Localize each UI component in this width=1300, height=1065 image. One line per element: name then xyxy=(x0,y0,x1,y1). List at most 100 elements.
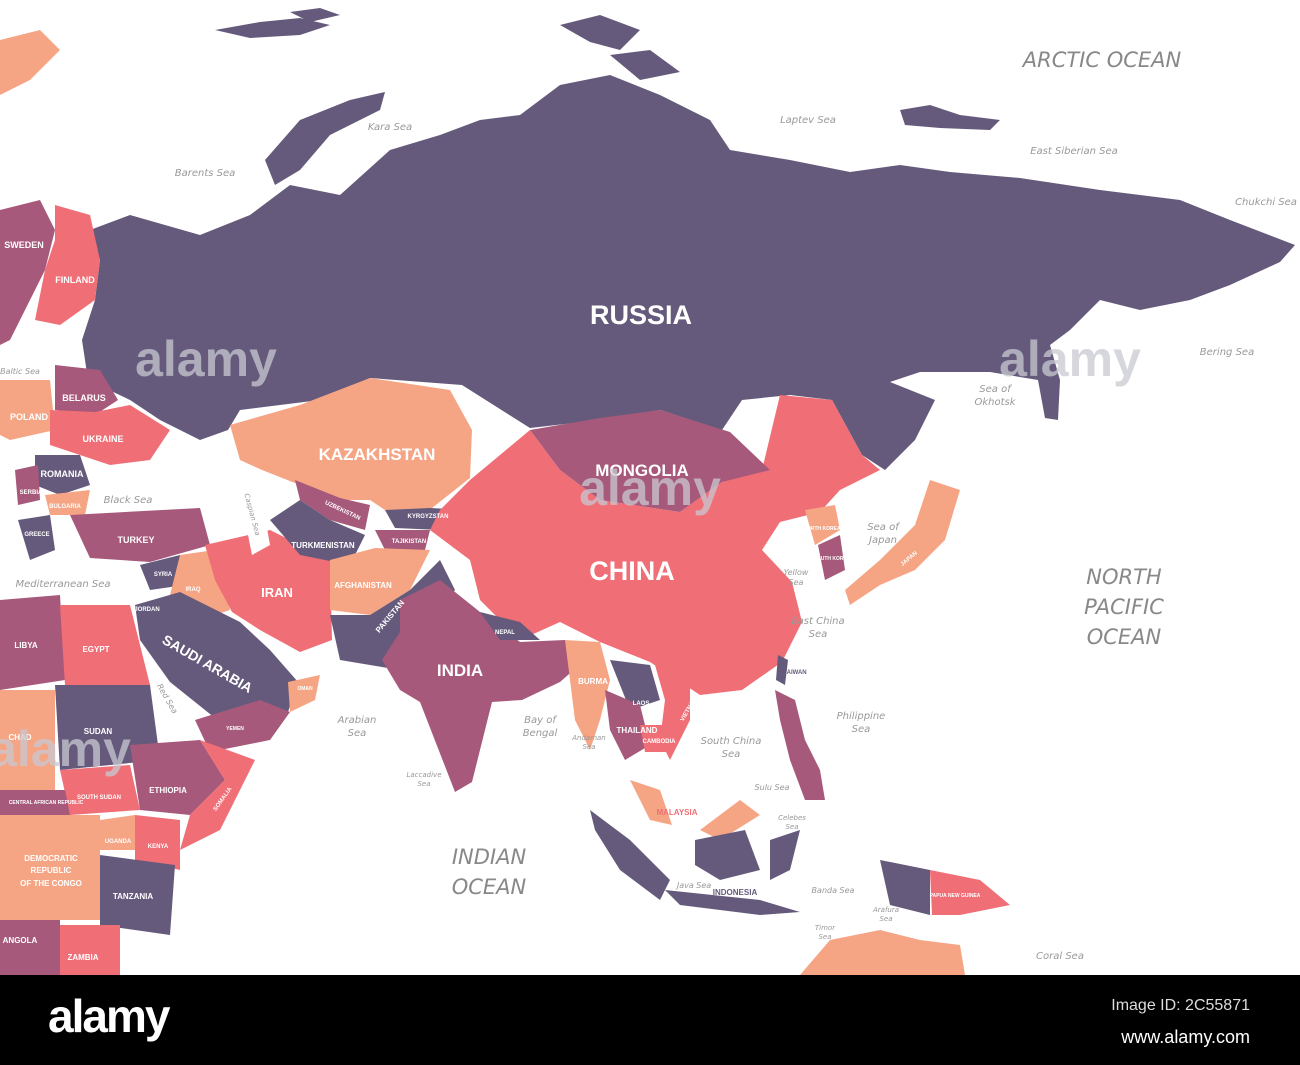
label-celebes-1: Celebes xyxy=(778,814,806,822)
label-celebes-2: Sea xyxy=(785,823,798,831)
label-banda-sea: Banda Sea xyxy=(812,886,855,895)
country-south-sudan xyxy=(60,765,140,815)
country-yemen xyxy=(195,700,290,752)
label-north-pacific-2: PACIFIC xyxy=(1084,595,1164,619)
country-somalia xyxy=(180,740,255,850)
label-bay-bengal-1: Bay of xyxy=(524,715,557,726)
country-poland xyxy=(0,380,55,440)
australia xyxy=(800,930,965,975)
label-car: CENTRAL AFRICAN REPUBLIC xyxy=(9,800,84,806)
label-japan-sea-1: Sea of xyxy=(867,522,900,533)
label-yemen: YEMEN xyxy=(226,726,244,732)
label-south-china-sea-2: Sea xyxy=(722,749,741,760)
label-iraq: IRAQ xyxy=(186,587,201,593)
country-taiwan xyxy=(776,655,788,685)
arctic-islands xyxy=(0,8,1000,185)
country-pakistan xyxy=(330,560,455,670)
label-indian-ocean-2: OCEAN xyxy=(452,875,527,899)
country-laos xyxy=(610,660,660,710)
country-turkey xyxy=(70,508,210,562)
label-south-china-sea-1: South China xyxy=(701,736,762,747)
site-url: www.alamy.com xyxy=(1121,1027,1250,1047)
label-tajikistan: TAJIKISTAN xyxy=(392,539,426,545)
label-kenya: KENYA xyxy=(148,844,169,850)
label-drc-1: DEMOCRATIC xyxy=(24,854,78,863)
label-drc-3: OF THE CONGO xyxy=(20,879,82,888)
watermark-alamy: alamy xyxy=(579,460,721,516)
label-uganda: UGANDA xyxy=(105,839,132,845)
label-okhotsk-1: Sea of xyxy=(979,384,1012,395)
label-drc-2: REPUBLIC xyxy=(31,866,72,875)
country-indonesia xyxy=(590,810,930,915)
label-philippine-sea-1: Philippine xyxy=(837,711,886,722)
label-barents-sea: Barents Sea xyxy=(175,168,236,179)
label-kyrgyzstan: KYRGYZSTAN xyxy=(408,514,449,520)
country-oman xyxy=(288,675,320,712)
image-id: Image ID: 2C55871 xyxy=(1111,997,1250,1014)
label-laos: LAOS xyxy=(633,701,650,707)
label-mongolia: MONGOLIA xyxy=(595,461,689,480)
label-sulu-sea: Sulu Sea xyxy=(755,783,790,792)
country-romania xyxy=(35,455,90,495)
country-malaysia xyxy=(630,780,672,825)
label-arafura-1: Arafura xyxy=(872,906,899,914)
country-bulgaria xyxy=(45,490,90,515)
label-laptev-sea: Laptev Sea xyxy=(780,115,836,126)
label-sudan: SUDAN xyxy=(84,727,113,736)
country-zambia xyxy=(60,925,120,975)
label-andaman-2: Sea xyxy=(582,743,595,751)
country-serbia xyxy=(15,465,40,505)
country-philippines xyxy=(775,690,825,800)
country-sweden xyxy=(0,200,55,345)
label-burma: BURMA xyxy=(578,677,608,686)
label-libya: LIBYA xyxy=(14,641,37,650)
label-ukraine: UKRAINE xyxy=(82,434,123,444)
country-angola xyxy=(0,920,60,975)
label-japan-sea-2: Japan xyxy=(867,535,897,546)
country-japan xyxy=(845,480,960,605)
label-north-pacific-3: OCEAN xyxy=(1087,625,1162,649)
label-laccadive-1: Laccadive xyxy=(406,771,441,779)
country-mongolia xyxy=(530,410,770,512)
country-malaysia-borneo xyxy=(700,800,760,840)
country-iran xyxy=(205,530,332,652)
label-indian-ocean-1: INDIAN xyxy=(452,845,527,869)
label-romania: ROMANIA xyxy=(41,469,84,479)
country-uganda xyxy=(100,815,135,850)
country-nepal xyxy=(480,612,540,640)
country-kenya xyxy=(135,815,180,870)
label-timor-2: Sea xyxy=(818,933,831,941)
label-east-china-sea-1: East China xyxy=(791,616,844,627)
label-arabian-sea-2: Sea xyxy=(348,728,367,739)
country-belarus xyxy=(55,365,118,415)
country-saudi-arabia xyxy=(135,592,298,722)
label-taiwan: TAIWAN xyxy=(783,670,806,676)
label-afghanistan: AFGHANISTAN xyxy=(334,581,392,590)
label-thailand: THAILAND xyxy=(617,726,658,735)
watermarks: alamy alamy alamy alamy xyxy=(0,331,1141,777)
country-south-korea xyxy=(818,535,845,580)
label-kara-sea: Kara Sea xyxy=(368,122,412,133)
sea-labels: ARCTIC OCEAN Kara Sea Laptev Sea Barents… xyxy=(0,48,1297,962)
label-coral-sea: Coral Sea xyxy=(1036,951,1084,962)
label-okhotsk-2: Okhotsk xyxy=(974,397,1016,408)
country-tajikistan xyxy=(375,530,430,550)
country-russia xyxy=(82,75,1295,470)
label-yellow-sea-2: Sea xyxy=(789,578,804,587)
label-finland: FINLAND xyxy=(55,275,95,285)
label-baltic-sea: Baltic Sea xyxy=(0,367,40,376)
country-papua-new-guinea xyxy=(930,870,1010,915)
label-iran: IRAN xyxy=(261,585,293,600)
label-oman: OMAN xyxy=(297,686,313,692)
label-malaysia: MALAYSIA xyxy=(656,808,697,817)
map-canvas: RUSSIA KAZAKHSTAN MONGOLIA CHINA INDIA I… xyxy=(0,8,1297,975)
label-jordan: JORDAN xyxy=(134,607,159,613)
label-russia: RUSSIA xyxy=(590,300,692,330)
label-east-siberian-sea: East Siberian Sea xyxy=(1030,146,1118,157)
label-syria: SYRIA xyxy=(154,572,173,578)
label-kazakhstan: KAZAKHSTAN xyxy=(319,445,436,464)
label-poland: POLAND xyxy=(10,412,49,422)
label-bering-sea: Bering Sea xyxy=(1200,347,1254,358)
label-belarus: BELARUS xyxy=(62,393,106,403)
